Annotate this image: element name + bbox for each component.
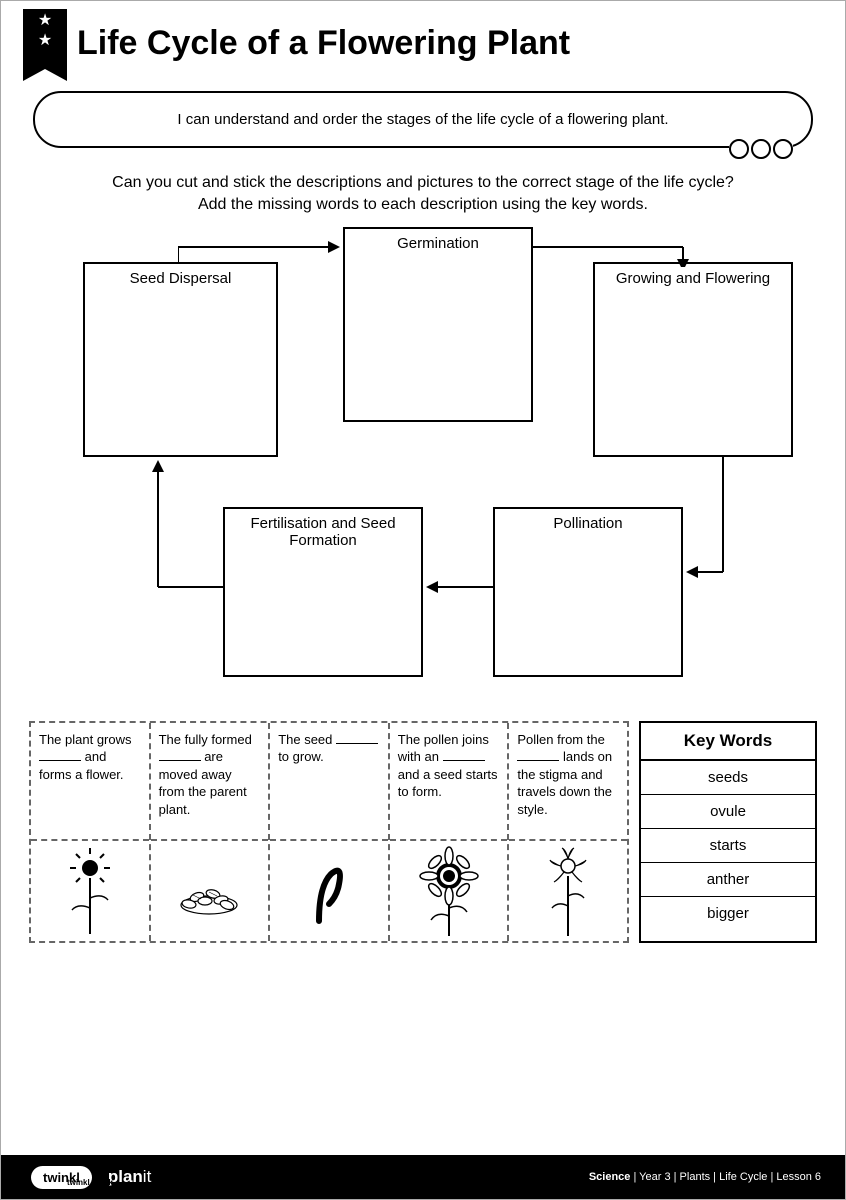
brand-url: twinkl.co.uk xyxy=(67,1178,113,1187)
circle-icon xyxy=(751,139,771,159)
stage-label: Seed Dispersal xyxy=(130,270,232,287)
cutout-picture xyxy=(270,841,388,941)
fill-in-blank[interactable] xyxy=(443,750,485,762)
stage-label: Fertilisation and Seed Formation xyxy=(250,515,395,549)
cycle-arrow-icon xyxy=(178,237,343,267)
stage-fertilisation: Fertilisation and Seed Formation xyxy=(223,507,423,677)
seeds-pile-icon xyxy=(169,861,249,921)
instruction-text: Can you cut and stick the descriptions a… xyxy=(63,172,783,217)
product-name: planit xyxy=(108,1167,151,1187)
star-icon: ★ xyxy=(23,9,67,29)
learning-objective: I can understand and order the stages of… xyxy=(33,91,813,148)
stage-label: Germination xyxy=(397,235,479,252)
cutout-picture xyxy=(151,841,269,941)
instruction-line: Can you cut and stick the descriptions a… xyxy=(112,174,734,191)
cycle-arrow-icon xyxy=(118,457,228,597)
cutout-card: The pollen joins with an and a seed star… xyxy=(390,723,510,941)
fill-in-blank[interactable] xyxy=(159,750,201,762)
instruction-line: Add the missing words to each descriptio… xyxy=(198,196,648,213)
stage-pollination: Pollination xyxy=(493,507,683,677)
cutout-description: Pollen from the lands on the stigma and … xyxy=(509,723,627,841)
key-word: ovule xyxy=(641,795,815,829)
bottom-section: The plant grows and forms a flower. xyxy=(29,721,817,943)
cycle-arrow-icon xyxy=(423,577,493,597)
cycle-arrow-icon xyxy=(533,237,698,267)
cutout-card: The seed to grow. xyxy=(270,723,390,941)
difficulty-badge: ★ ★ xyxy=(23,9,67,69)
bubble-decoration xyxy=(729,139,793,159)
key-word: starts xyxy=(641,829,815,863)
stage-dispersal: Seed Dispersal xyxy=(83,262,278,457)
stage-growing: Growing and Flowering xyxy=(593,262,793,457)
cutout-description: The pollen joins with an and a seed star… xyxy=(390,723,508,841)
stage-germination: Germination xyxy=(343,227,533,422)
worksheet-page: ★ ★ Life Cycle of a Flowering Plant I ca… xyxy=(0,0,846,1200)
footer-breadcrumb: Science | Year 3 | Plants | Life Cycle |… xyxy=(589,1171,821,1183)
life-cycle-diagram: Germination Growing and Flowering Pollin… xyxy=(63,227,783,707)
title-row: ★ ★ Life Cycle of a Flowering Plant xyxy=(23,19,823,69)
sunflower-bloom-icon xyxy=(409,846,489,936)
cutout-card: Pollen from the lands on the stigma and … xyxy=(509,723,627,941)
sprout-icon xyxy=(299,856,359,926)
stage-label: Growing and Flowering xyxy=(616,270,770,287)
cutout-strip: The plant grows and forms a flower. xyxy=(29,721,629,943)
cutout-description: The fully formed are moved away from the… xyxy=(151,723,269,841)
fill-in-blank[interactable] xyxy=(39,750,81,762)
page-title: Life Cycle of a Flowering Plant xyxy=(77,25,570,62)
page-footer: twinkl twinkl.co.uk planit Science | Yea… xyxy=(1,1155,845,1199)
sunflower-plant-icon xyxy=(60,848,120,934)
objective-container: I can understand and order the stages of… xyxy=(33,91,813,148)
fill-in-blank[interactable] xyxy=(517,750,559,762)
key-word: seeds xyxy=(641,761,815,795)
circle-icon xyxy=(729,139,749,159)
cycle-arrow-icon xyxy=(683,457,763,587)
fill-in-blank[interactable] xyxy=(336,732,378,744)
key-word: anther xyxy=(641,863,815,897)
circle-icon xyxy=(773,139,793,159)
cutout-description: The seed to grow. xyxy=(270,723,388,841)
twinkl-logo: twinkl twinkl.co.uk xyxy=(31,1166,92,1189)
cutout-picture xyxy=(390,841,508,941)
cutout-card: The plant grows and forms a flower. xyxy=(31,723,151,941)
cutout-picture xyxy=(31,841,149,941)
star-icon: ★ xyxy=(23,29,67,49)
key-words-header: Key Words xyxy=(641,723,815,761)
stage-label: Pollination xyxy=(553,515,622,532)
key-word: bigger xyxy=(641,897,815,930)
cutout-card: The fully formed are moved away from the… xyxy=(151,723,271,941)
cutout-picture xyxy=(509,841,627,941)
key-words-box: Key Words seeds ovule starts anther bigg… xyxy=(639,721,817,943)
cutout-description: The plant grows and forms a flower. xyxy=(31,723,149,841)
sunflower-wilt-icon xyxy=(538,846,598,936)
